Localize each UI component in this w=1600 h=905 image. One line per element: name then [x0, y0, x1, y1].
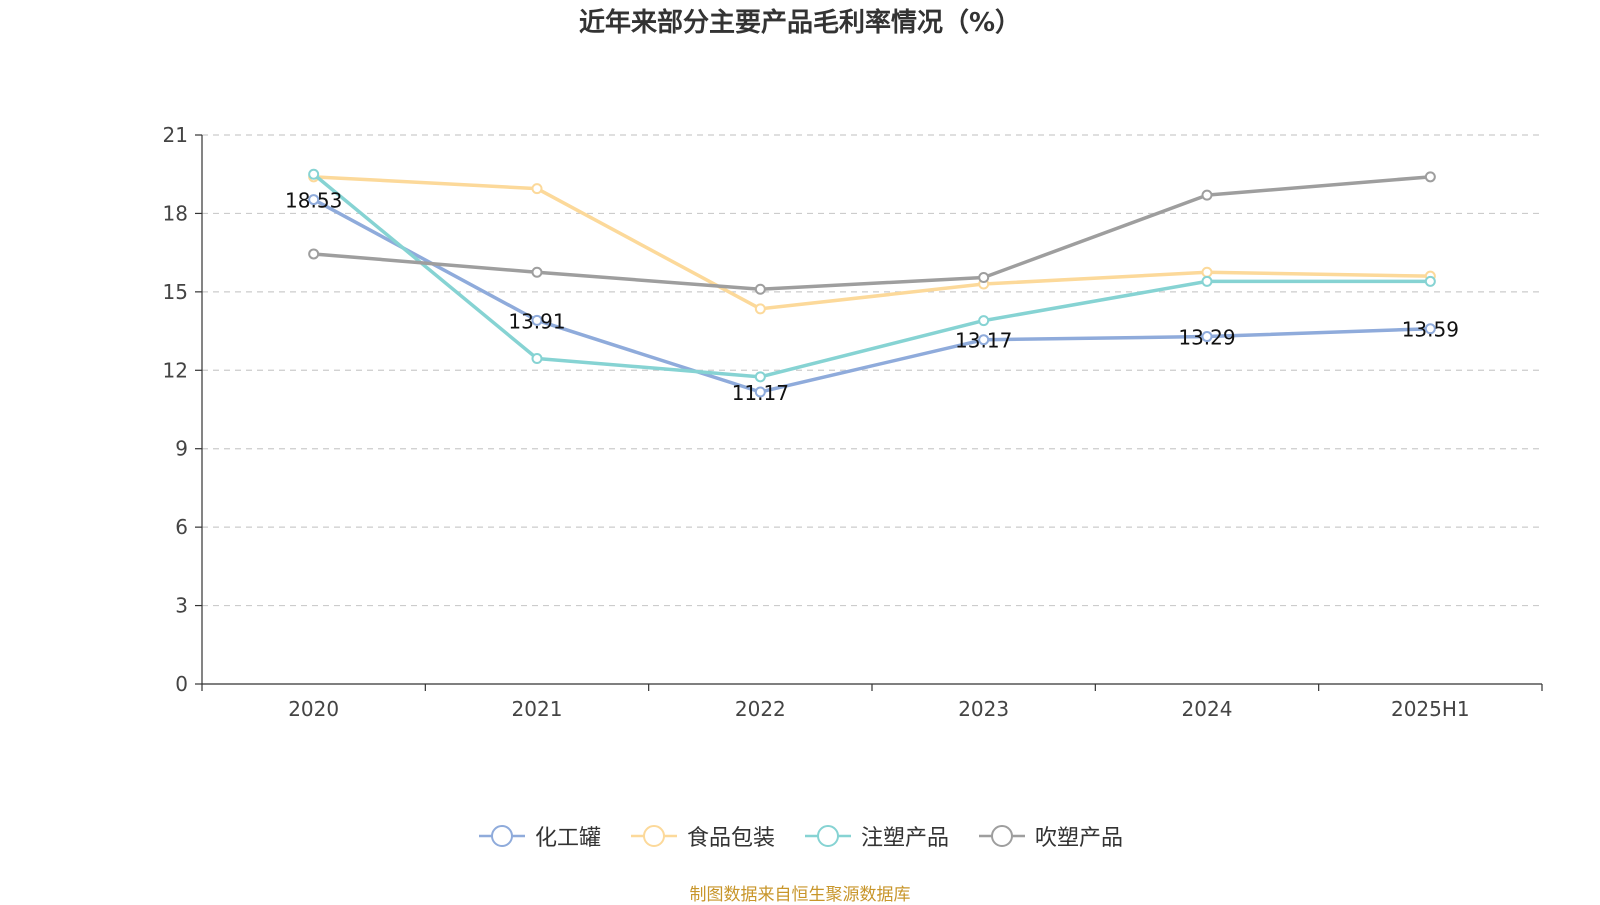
data-point — [531, 266, 543, 278]
x-tick-label: 2021 — [512, 697, 563, 721]
data-point — [754, 386, 766, 398]
data-label: 11.17 — [732, 381, 789, 405]
legend-marker-icon — [979, 825, 1026, 847]
legend: 化工罐 食品包装 注塑产品 吹塑产品 — [0, 820, 1600, 852]
data-point — [1424, 171, 1436, 183]
y-tick-label: 18 — [163, 201, 188, 225]
data-label: 13.59 — [1402, 318, 1459, 342]
legend-marker-icon — [805, 825, 851, 847]
legend-label: 注塑产品 — [861, 826, 950, 851]
data-source-note: 制图数据来自恒生聚源数据库 — [689, 885, 911, 905]
data-point — [531, 353, 543, 365]
legend-label: 食品包装 — [686, 826, 775, 851]
y-tick-label: 15 — [163, 280, 188, 304]
y-tick-label: 12 — [163, 358, 188, 382]
y-tick-label: 9 — [175, 437, 188, 461]
data-point — [754, 371, 766, 383]
series-line — [311, 175, 1433, 291]
data-point — [978, 271, 990, 283]
legend-item[interactable]: 注塑产品 — [803, 820, 949, 852]
data-point — [978, 334, 990, 346]
data-label: 13.17 — [955, 329, 1012, 353]
data-point — [308, 168, 320, 180]
series-line — [311, 197, 1433, 394]
data-point — [978, 315, 990, 327]
data-point — [1201, 275, 1213, 287]
x-tick-label: 2023 — [958, 697, 1009, 721]
data-point — [531, 314, 543, 326]
y-tick-label: 0 — [175, 672, 188, 696]
data-point — [1424, 323, 1436, 335]
x-tick-label: 2022 — [735, 697, 786, 721]
data-point — [1201, 189, 1213, 201]
y-tick-label: 21 — [163, 123, 188, 147]
legend-label: 化工罐 — [534, 826, 601, 851]
x-tick-label: 2025H1 — [1391, 697, 1470, 721]
axes: 0 3 6 9 12 15 18 21 2020 2021 2022 2023 2024 2025H1 — [163, 123, 1543, 721]
data-point — [308, 248, 320, 260]
data-point — [1424, 275, 1436, 287]
data-labels: 18.53 13.91 11.17 13.17 13.29 13.59 — [285, 189, 1459, 405]
series-line — [311, 172, 1433, 379]
gridlines — [202, 134, 1542, 607]
x-tick-label: 2024 — [1182, 697, 1233, 721]
legend-item[interactable]: 吹塑产品 — [977, 820, 1123, 852]
data-point — [1201, 266, 1213, 278]
data-label: 13.91 — [508, 309, 565, 333]
data-point — [754, 303, 766, 315]
chart-title: 近年来部分主要产品毛利率情况（%） — [578, 8, 1022, 38]
data-point — [754, 283, 766, 295]
y-tick-label: 6 — [175, 515, 188, 539]
data-point — [531, 183, 543, 195]
legend-marker-icon — [478, 825, 525, 847]
y-tick-label: 3 — [175, 594, 188, 618]
data-label: 18.53 — [285, 189, 342, 213]
legend-label: 吹塑产品 — [1035, 826, 1124, 851]
x-tick-label: 2020 — [288, 697, 339, 721]
legend-item[interactable]: 食品包装 — [629, 820, 775, 852]
data-point — [1201, 331, 1213, 343]
legend-marker-icon — [630, 825, 677, 847]
series-lines — [308, 168, 1436, 398]
legend-item[interactable]: 化工罐 — [477, 820, 601, 852]
data-point — [308, 194, 320, 206]
series-line — [311, 175, 1433, 311]
data-label: 13.29 — [1178, 326, 1235, 350]
